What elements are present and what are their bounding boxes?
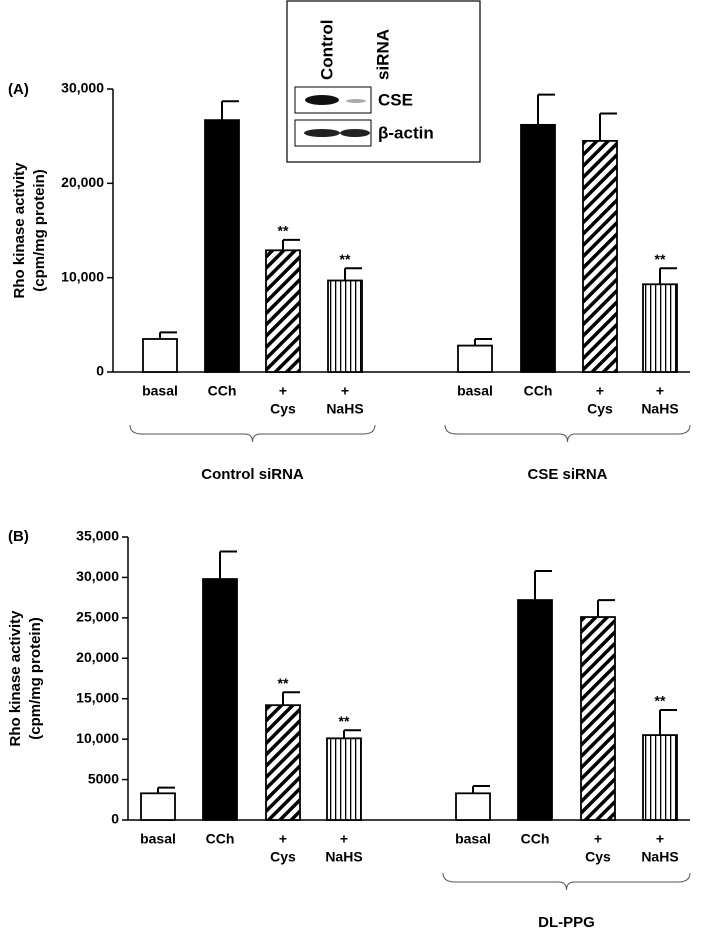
lane-label: Control	[317, 20, 336, 80]
band-label: CSE	[378, 90, 413, 109]
lane-label: siRNA	[373, 29, 392, 80]
x-tick-label: +	[279, 831, 287, 847]
blot-band	[305, 95, 339, 105]
bar	[642, 283, 678, 373]
y-axis-label: (cpm/mg protein)	[31, 169, 48, 292]
x-tick-label: basal	[457, 383, 493, 399]
x-tick-label: Cys	[587, 401, 613, 417]
significance-label: **	[278, 675, 289, 691]
x-tick-label: CCh	[208, 383, 237, 399]
x-tick-label: NaHS	[641, 401, 678, 417]
y-tick-label: 35,000	[76, 528, 119, 544]
bar	[265, 249, 301, 373]
y-tick-label: 0	[111, 811, 119, 827]
bar	[580, 616, 616, 821]
inset-blot: Control siRNA CSE β-actin	[286, 0, 481, 163]
bar	[520, 123, 556, 373]
x-tick-label: basal	[455, 831, 491, 847]
x-tick-label: NaHS	[326, 401, 363, 417]
y-axis-label: Rho kinase activity	[11, 162, 28, 299]
significance-label: **	[339, 713, 350, 729]
bar	[455, 792, 491, 821]
x-tick-label: CCh	[206, 831, 235, 847]
group-label: Control siRNA	[201, 466, 304, 483]
y-axis-label: (cpm/mg protein)	[27, 617, 44, 740]
band-label: β-actin	[378, 123, 434, 142]
x-tick-label: +	[594, 831, 602, 847]
group-bracket	[129, 424, 376, 443]
group-bracket	[444, 424, 691, 443]
y-tick-label: 0	[96, 363, 104, 379]
x-tick-label: CCh	[521, 831, 550, 847]
y-tick-label: 25,000	[76, 609, 119, 625]
y-tick-label: 20,000	[76, 649, 119, 665]
y-tick-label: 10,000	[76, 730, 119, 746]
bar	[265, 704, 301, 821]
y-tick-label: 15,000	[76, 689, 119, 705]
y-tick-label: 5000	[88, 770, 119, 786]
x-tick-label: +	[279, 383, 287, 399]
y-tick-label: 30,000	[61, 80, 104, 96]
significance-label: **	[655, 693, 666, 709]
blot-band	[340, 129, 370, 137]
x-tick-label: +	[656, 831, 664, 847]
blot-band	[346, 99, 366, 103]
bar	[457, 344, 493, 373]
bar	[202, 578, 238, 821]
y-axis-label: Rho kinase activity	[7, 610, 24, 747]
group-bracket	[442, 872, 691, 891]
y-tick-label: 30,000	[76, 568, 119, 584]
x-tick-label: CCh	[524, 383, 553, 399]
x-tick-label: basal	[142, 383, 178, 399]
bar	[642, 734, 678, 821]
bar	[582, 139, 618, 373]
panel-label: (B)	[8, 528, 29, 545]
y-tick-label: 20,000	[61, 174, 104, 190]
significance-label: **	[278, 223, 289, 239]
x-tick-label: Cys	[585, 849, 611, 865]
x-tick-label: +	[656, 383, 664, 399]
group-label: DL-PPG	[538, 914, 595, 931]
x-tick-label: Cys	[270, 849, 296, 865]
significance-label: **	[340, 251, 351, 267]
significance-label: **	[655, 251, 666, 267]
x-tick-label: +	[341, 383, 349, 399]
blot-band	[304, 129, 340, 137]
x-tick-label: basal	[140, 831, 176, 847]
x-tick-label: Cys	[270, 401, 296, 417]
bar	[327, 279, 363, 373]
x-tick-label: +	[340, 831, 348, 847]
bar	[517, 599, 553, 821]
x-tick-label: +	[596, 383, 604, 399]
bar	[142, 338, 178, 373]
x-tick-label: NaHS	[641, 849, 678, 865]
panel-label: (A)	[8, 81, 29, 98]
bar	[326, 737, 362, 821]
group-label: CSE siRNA	[527, 466, 607, 483]
x-tick-label: NaHS	[325, 849, 362, 865]
bar	[204, 119, 240, 373]
y-tick-label: 10,000	[61, 268, 104, 284]
bar	[140, 792, 176, 821]
